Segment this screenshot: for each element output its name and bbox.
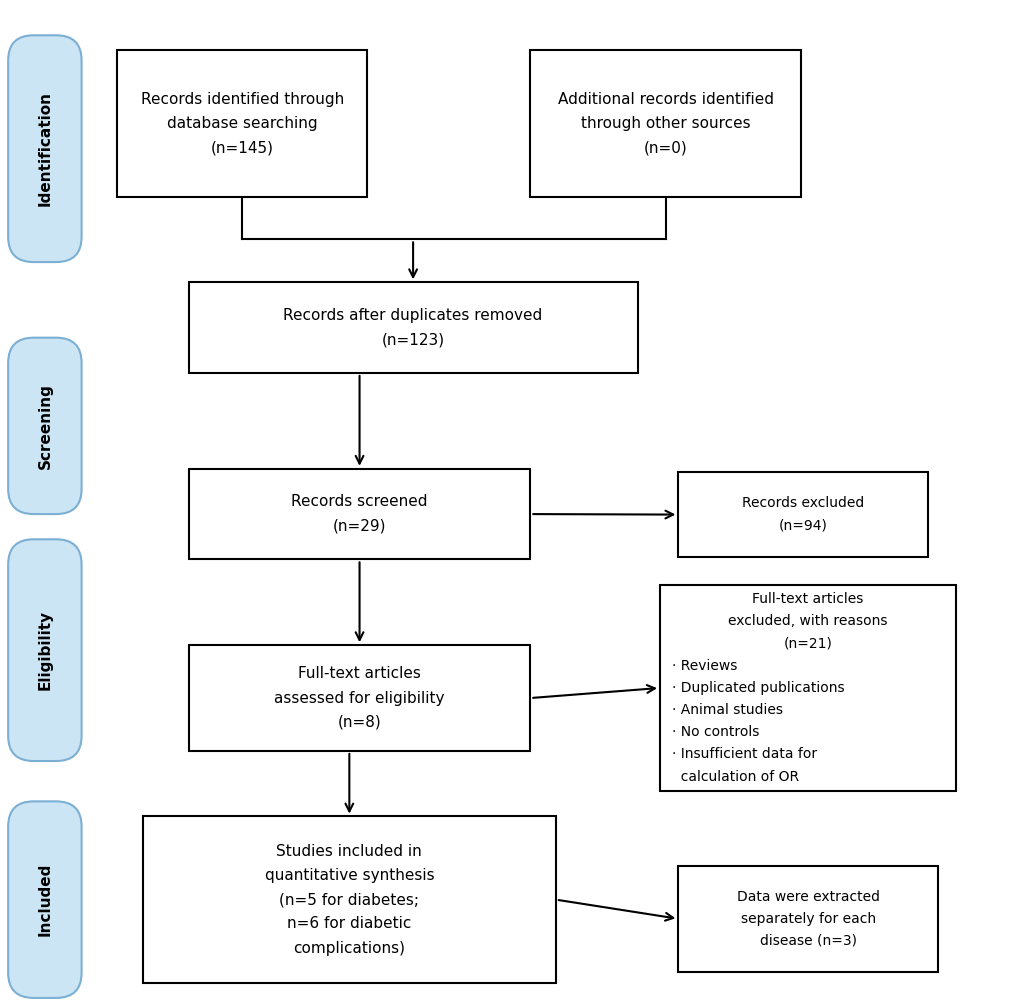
Text: (n=0): (n=0) bbox=[643, 140, 687, 155]
Text: separately for each: separately for each bbox=[740, 912, 875, 925]
Text: · Duplicated publications: · Duplicated publications bbox=[672, 681, 844, 695]
Text: (n=8): (n=8) bbox=[337, 715, 381, 730]
Text: · No controls: · No controls bbox=[672, 726, 759, 739]
Bar bbox=[678, 472, 927, 557]
Text: · Reviews: · Reviews bbox=[672, 659, 737, 672]
Bar bbox=[189, 469, 530, 559]
Text: Additional records identified: Additional records identified bbox=[557, 92, 772, 107]
FancyBboxPatch shape bbox=[8, 338, 82, 514]
Text: (n=29): (n=29) bbox=[332, 519, 386, 533]
Text: Studies included in: Studies included in bbox=[276, 844, 422, 859]
Text: Full-text articles: Full-text articles bbox=[751, 593, 863, 606]
Text: disease (n=3): disease (n=3) bbox=[759, 934, 856, 948]
Bar bbox=[143, 816, 555, 983]
Text: through other sources: through other sources bbox=[580, 116, 750, 131]
Text: Records identified through: Records identified through bbox=[141, 92, 343, 107]
Text: Records excluded: Records excluded bbox=[742, 497, 863, 510]
Text: calculation of OR: calculation of OR bbox=[672, 770, 799, 783]
Text: Included: Included bbox=[38, 863, 52, 936]
Text: Records after duplicates removed: Records after duplicates removed bbox=[283, 308, 542, 323]
Text: n=6 for diabetic: n=6 for diabetic bbox=[287, 916, 411, 931]
Text: Data were extracted: Data were extracted bbox=[736, 890, 879, 903]
Text: (n=145): (n=145) bbox=[211, 140, 273, 155]
FancyBboxPatch shape bbox=[8, 801, 82, 998]
Text: Screening: Screening bbox=[38, 383, 52, 469]
Text: Full-text articles: Full-text articles bbox=[298, 666, 421, 681]
Bar bbox=[117, 50, 367, 197]
FancyBboxPatch shape bbox=[8, 35, 82, 262]
Bar bbox=[189, 282, 637, 373]
Text: assessed for eligibility: assessed for eligibility bbox=[274, 690, 444, 706]
Text: complications): complications) bbox=[293, 940, 405, 956]
Bar bbox=[659, 585, 955, 791]
Text: Records screened: Records screened bbox=[291, 495, 427, 509]
Text: Identification: Identification bbox=[38, 91, 52, 207]
Text: · Animal studies: · Animal studies bbox=[672, 704, 783, 717]
Text: excluded, with reasons: excluded, with reasons bbox=[728, 615, 887, 628]
FancyBboxPatch shape bbox=[8, 539, 82, 761]
Text: (n=21): (n=21) bbox=[783, 637, 832, 650]
Text: (n=123): (n=123) bbox=[381, 333, 444, 347]
Bar bbox=[678, 866, 937, 972]
Text: (n=5 for diabetes;: (n=5 for diabetes; bbox=[279, 892, 419, 907]
Bar bbox=[189, 645, 530, 751]
Text: Eligibility: Eligibility bbox=[38, 610, 52, 690]
Bar bbox=[530, 50, 800, 197]
Text: · Insufficient data for: · Insufficient data for bbox=[672, 748, 816, 761]
Text: database searching: database searching bbox=[167, 116, 317, 131]
Text: (n=94): (n=94) bbox=[779, 519, 826, 532]
Text: quantitative synthesis: quantitative synthesis bbox=[264, 868, 434, 883]
